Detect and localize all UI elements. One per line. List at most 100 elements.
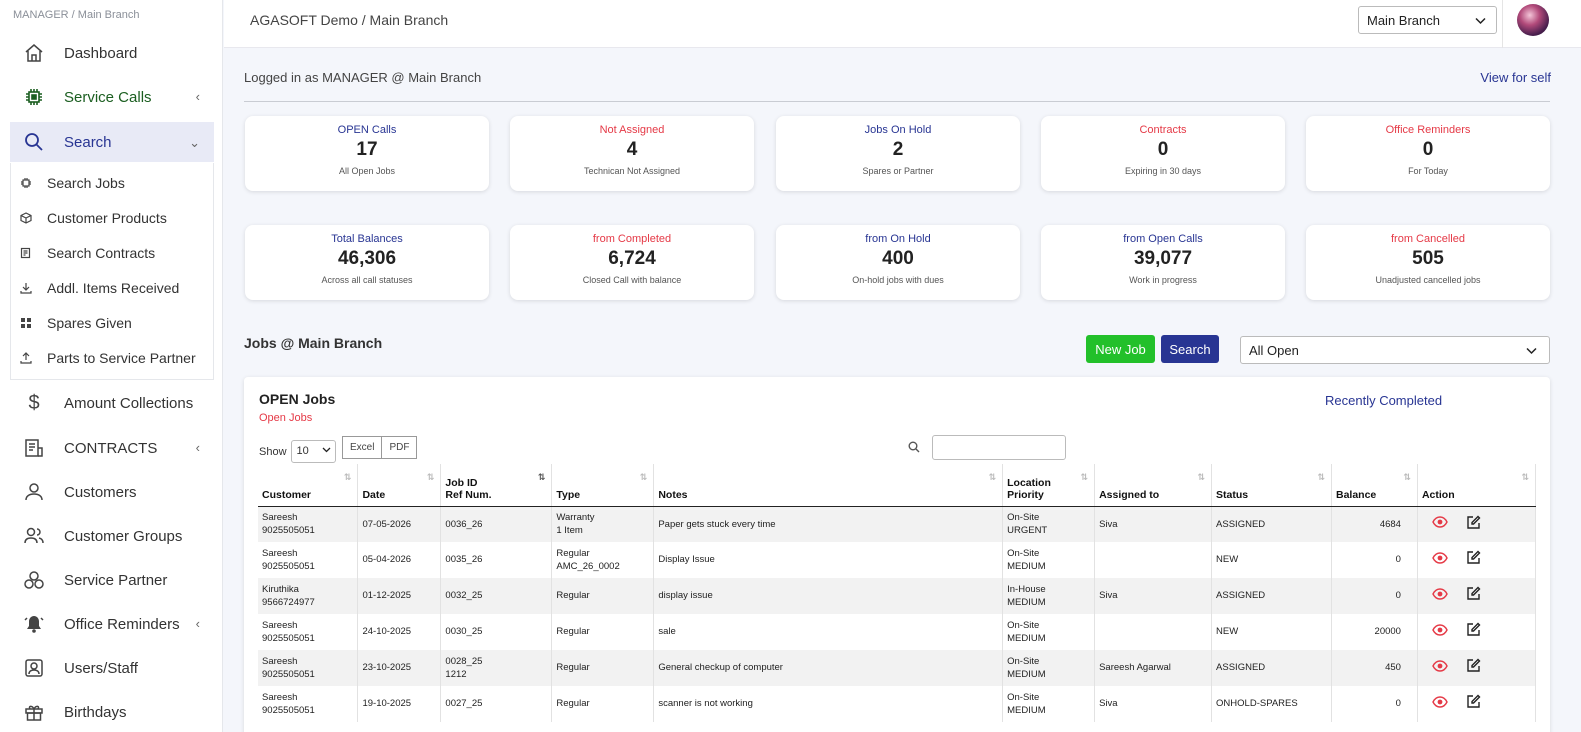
job-id: 0030_25 bbox=[445, 626, 483, 638]
column-header: Type bbox=[556, 488, 581, 501]
table-row[interactable]: Sareesh 9025505051 19-10-2025 0027_25 Regula… bbox=[258, 686, 1537, 722]
col-assigned[interactable]: Assigned to ⇅ bbox=[1094, 464, 1213, 507]
sidebar-item-service-partner[interactable]: Service Partner bbox=[10, 560, 214, 600]
sidebar-item-service-calls[interactable]: Service Calls ‹ bbox=[10, 77, 214, 117]
card-value: 17 bbox=[356, 139, 378, 160]
col-balance[interactable]: Balance ⇅ bbox=[1331, 464, 1418, 507]
new-job-button[interactable]: New Job bbox=[1086, 335, 1155, 363]
location: In-House bbox=[1007, 583, 1046, 595]
col-action[interactable]: Action ⇅ bbox=[1417, 464, 1537, 507]
col-location[interactable]: Location Priority ⇅ bbox=[1002, 464, 1096, 507]
chevron-left-icon: ‹ bbox=[195, 440, 200, 455]
card-subtitle: All Open Jobs bbox=[338, 166, 396, 176]
sidebar-item-dashboard[interactable]: Dashboard bbox=[10, 33, 214, 73]
recently-completed-link[interactable]: Recently Completed bbox=[1325, 393, 1443, 408]
submenu-label: Search Jobs bbox=[47, 175, 125, 191]
cell-action bbox=[1417, 506, 1537, 542]
edit-icon[interactable] bbox=[1466, 586, 1481, 605]
col-type[interactable]: Type ⇅ bbox=[551, 464, 655, 507]
card-subtitle: Across all call statuses bbox=[321, 275, 413, 285]
table-row[interactable]: Sareesh 9025505051 05-04-2026 0035_26 Regula… bbox=[258, 542, 1537, 578]
chevron-down-icon bbox=[1475, 14, 1486, 29]
col-status[interactable]: Status ⇅ bbox=[1211, 464, 1332, 507]
stat-card-from-on-hold[interactable]: from On Hold 400 On-hold jobs with dues bbox=[776, 225, 1020, 300]
view-icon[interactable] bbox=[1432, 696, 1448, 712]
col-notes[interactable]: Notes ⇅ bbox=[653, 464, 1004, 507]
card-subtitle: Spares or Partner bbox=[862, 166, 934, 176]
cell-action bbox=[1417, 686, 1537, 722]
col-job-id[interactable]: Job ID Ref Num. ⇅ bbox=[440, 464, 553, 507]
sidebar-item-contracts[interactable]: CONTRACTS ‹ bbox=[10, 428, 214, 468]
stat-card-total-balances[interactable]: Total Balances 46,306 Across all call st… bbox=[245, 225, 489, 300]
col-customer[interactable]: Customer ⇅ bbox=[258, 464, 359, 507]
location: On-Site bbox=[1007, 619, 1040, 631]
sidebar-item-search[interactable]: Search ⌄ bbox=[10, 122, 214, 162]
stat-card-open-calls[interactable]: OPEN Calls 17 All Open Jobs bbox=[245, 116, 489, 191]
submenu-item-addl-items[interactable]: Addl. Items Received bbox=[19, 275, 179, 301]
submenu-item-search-contracts[interactable]: Search Contracts bbox=[19, 240, 155, 266]
submenu-item-search-jobs[interactable]: Search Jobs bbox=[19, 170, 125, 196]
view-icon[interactable] bbox=[1432, 588, 1448, 604]
job-type: Regular bbox=[556, 698, 590, 710]
sort-icon: ⇅ bbox=[1403, 472, 1411, 482]
avatar[interactable] bbox=[1517, 4, 1549, 36]
sidebar-item-office-reminders[interactable]: Office Reminders ‹ bbox=[10, 604, 214, 644]
search-icon bbox=[24, 132, 44, 152]
stat-card-from-cancelled[interactable]: from Cancelled 505 Unadjusted cancelled … bbox=[1306, 225, 1550, 300]
view-icon[interactable] bbox=[1432, 624, 1448, 640]
excel-button[interactable]: Excel bbox=[342, 436, 383, 459]
view-for-self-link[interactable]: View for self bbox=[1480, 70, 1551, 85]
view-icon[interactable] bbox=[1432, 516, 1448, 532]
table-row[interactable]: Sareesh 9025505051 24-10-2025 0030_25 Regula… bbox=[258, 614, 1537, 650]
stat-card-from-completed[interactable]: from Completed 6,724 Closed Call with ba… bbox=[510, 225, 754, 300]
column-header: Job ID bbox=[445, 476, 478, 489]
sidebar-item-customer-groups[interactable]: Customer Groups bbox=[10, 516, 214, 556]
submenu-label: Addl. Items Received bbox=[47, 280, 180, 296]
table-search-input[interactable] bbox=[932, 435, 1066, 460]
table-row[interactable]: Kiruthika 9566724977 01-12-2025 0032_25 Regu… bbox=[258, 578, 1537, 614]
view-icon[interactable] bbox=[1432, 552, 1448, 568]
search-button[interactable]: Search bbox=[1161, 335, 1219, 363]
pdf-button[interactable]: PDF bbox=[382, 436, 418, 459]
submenu-item-customer-products[interactable]: Customer Products bbox=[19, 205, 167, 231]
stat-card-contracts[interactable]: Contracts 0 Expiring in 30 days bbox=[1041, 116, 1285, 191]
card-value: 0 bbox=[1157, 139, 1169, 160]
cell-job-id: 0028_25 1212 bbox=[440, 650, 553, 686]
cell-type: Regular AMC_26_0002 bbox=[551, 542, 655, 578]
column-header: Ref Num. bbox=[445, 488, 492, 501]
job-filter-select[interactable]: All Open bbox=[1240, 336, 1550, 364]
stat-card-office-reminders[interactable]: Office Reminders 0 For Today bbox=[1306, 116, 1550, 191]
branch-select[interactable]: Main Branch bbox=[1358, 6, 1497, 34]
dollar-icon: $ bbox=[28, 391, 40, 414]
view-icon[interactable] bbox=[1432, 660, 1448, 676]
sort-icon: ⇅ bbox=[343, 472, 352, 482]
page-length-select[interactable]: 10 bbox=[290, 440, 336, 463]
table-row[interactable]: Sareesh 9025505051 07-05-2026 0036_26 Warran… bbox=[258, 506, 1537, 542]
sidebar-item-amount-collections[interactable]: $ Amount Collections bbox=[10, 383, 214, 423]
download-icon bbox=[19, 281, 33, 295]
top-bar: AGASOFT Demo / Main Branch Main Branch bbox=[224, 0, 1581, 48]
sidebar-item-birthdays[interactable]: Birthdays bbox=[10, 692, 214, 732]
card-value: 2 bbox=[892, 139, 904, 160]
sidebar-item-users-staff[interactable]: Users/Staff bbox=[10, 648, 214, 688]
priority: MEDIUM bbox=[1007, 633, 1046, 644]
cell-action bbox=[1417, 614, 1537, 650]
col-date[interactable]: Date ⇅ bbox=[357, 464, 442, 507]
edit-icon[interactable] bbox=[1466, 658, 1481, 677]
customer-name: Sareesh bbox=[262, 511, 298, 523]
edit-icon[interactable] bbox=[1466, 550, 1481, 569]
stat-card-jobs-on-hold[interactable]: Jobs On Hold 2 Spares or Partner bbox=[776, 116, 1020, 191]
table-row[interactable]: Sareesh 9025505051 23-10-2025 0028_25 1212 Re… bbox=[258, 650, 1537, 686]
sidebar-item-customers[interactable]: Customers bbox=[10, 472, 214, 512]
customer-name: Sareesh bbox=[262, 619, 298, 631]
stat-card-from-open-calls[interactable]: from Open Calls 39,077 Work in progress bbox=[1041, 225, 1285, 300]
submenu-item-parts-to-partner[interactable]: Parts to Service Partner bbox=[19, 345, 196, 371]
stat-card-not-assigned[interactable]: Not Assigned 4 Technican Not Assigned bbox=[510, 116, 754, 191]
sort-icon: ⇅ bbox=[1317, 472, 1325, 482]
submenu-item-spares-given[interactable]: Spares Given bbox=[19, 310, 132, 336]
edit-icon[interactable] bbox=[1466, 622, 1481, 641]
edit-icon[interactable] bbox=[1466, 694, 1481, 713]
cell-location: On-Site MEDIUM bbox=[1002, 686, 1096, 722]
edit-icon[interactable] bbox=[1466, 515, 1481, 534]
cell-status: NEW bbox=[1211, 614, 1332, 650]
